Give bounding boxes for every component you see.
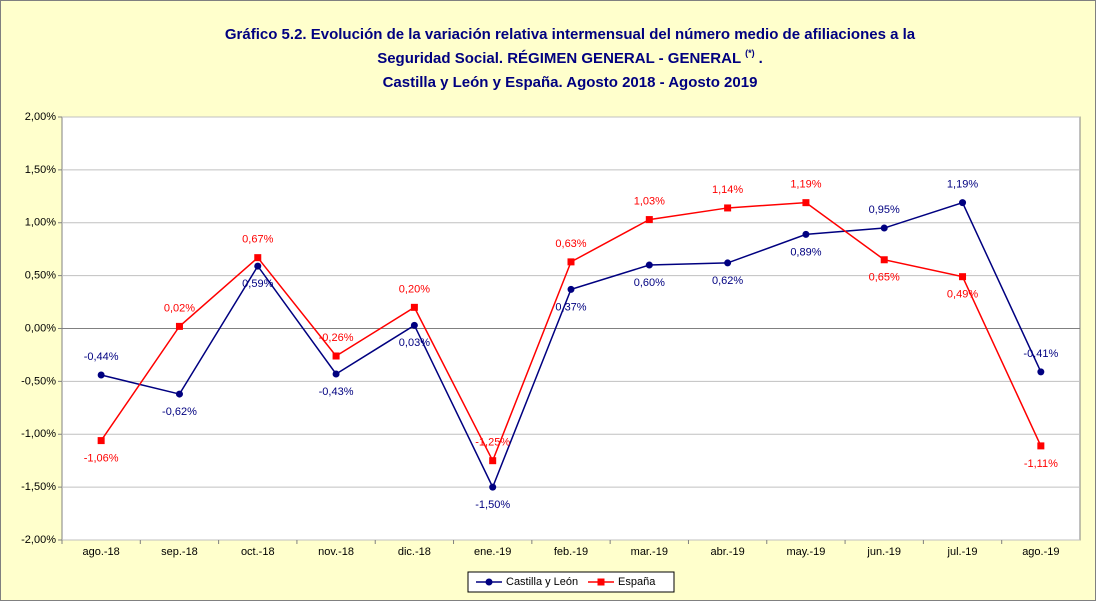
y-tick-label: 1,50% [25,164,56,176]
chart-title-line: Gráfico 5.2. Evolución de la variación r… [225,26,916,43]
chart-title-line: Seguridad Social. RÉGIMEN GENERAL - GENE… [377,48,763,67]
data-label: 1,03% [634,195,665,207]
legend-marker [597,578,605,586]
y-tick-label: -2,00% [21,534,56,546]
data-label: 0,65% [869,272,900,284]
x-tick-label: ago.-18 [82,546,119,558]
data-label: -0,41% [1023,348,1058,360]
y-tick-label: 2,00% [25,111,56,123]
point [645,261,653,269]
x-tick-label: dic.-18 [398,546,431,558]
x-tick-label: jun.-19 [866,546,901,558]
data-label: -1,06% [84,453,119,465]
legend-marker [485,578,493,586]
point [880,256,888,264]
point [880,224,888,232]
x-tick-label: nov.-18 [318,546,354,558]
x-tick-label: sep.-18 [161,546,198,558]
chart-title-line: Castilla y León y España. Agosto 2018 - … [383,74,758,91]
y-tick-label: -0,50% [21,375,56,387]
point [567,258,575,266]
data-label: 1,19% [790,179,821,191]
point [489,457,497,465]
data-label: 0,60% [634,277,665,289]
y-tick-label: 0,50% [25,270,56,282]
point [959,199,967,207]
data-label: -0,26% [319,332,354,344]
legend-box [467,571,675,593]
point [332,352,340,360]
data-label: 0,95% [869,204,900,216]
data-label: 0,49% [947,289,978,301]
x-tick-label: ene.-19 [474,546,511,558]
data-label: -0,43% [319,386,354,398]
legend-label: Castilla y León [506,576,578,588]
y-tick-label: -1,50% [21,481,56,493]
point [97,371,105,379]
x-tick-label: may.-19 [786,546,825,558]
x-tick-label: abr.-19 [710,546,744,558]
point [567,285,575,293]
data-label: 0,37% [555,301,586,313]
x-tick-label: oct.-18 [241,546,275,558]
data-label: 0,59% [242,278,273,290]
data-label: 0,63% [555,238,586,250]
data-label: 1,14% [712,184,743,196]
data-label: -0,44% [84,351,119,363]
point [254,262,262,270]
point [959,273,967,281]
x-tick-label: mar.-19 [631,546,668,558]
data-label: 0,67% [242,234,273,246]
point [489,483,497,491]
x-tick-label: ago.-19 [1022,546,1059,558]
point [724,204,732,212]
data-label: 0,02% [164,302,195,314]
data-label: -1,11% [1024,458,1058,470]
x-tick-label: feb.-19 [554,546,588,558]
point [645,216,653,224]
data-label: 1,19% [947,179,978,191]
point [410,321,418,329]
point [175,390,183,398]
data-label: -1,25% [475,437,510,449]
point [175,322,183,330]
point [802,230,810,238]
y-tick-label: 0,00% [25,322,56,334]
point [1037,368,1045,376]
title-end: . [759,50,763,67]
data-label: 0,89% [790,246,821,258]
data-label: 0,62% [712,275,743,287]
point [97,437,105,445]
point [1037,442,1045,450]
data-label: 0,03% [399,337,430,349]
title-note: (*) [745,48,755,58]
x-tick-label: jul.-19 [947,546,978,558]
point [802,199,810,207]
data-label: -1,50% [475,499,510,511]
data-label: -0,62% [162,406,197,418]
data-label: 0,20% [399,283,430,295]
title-text: Seguridad Social. RÉGIMEN GENERAL - GENE… [377,50,741,67]
point [254,254,262,262]
point [410,303,418,311]
y-tick-label: 1,00% [25,217,56,229]
legend-label: España [618,576,656,588]
y-tick-label: -1,00% [21,428,56,440]
point [724,259,732,267]
point [332,370,340,378]
